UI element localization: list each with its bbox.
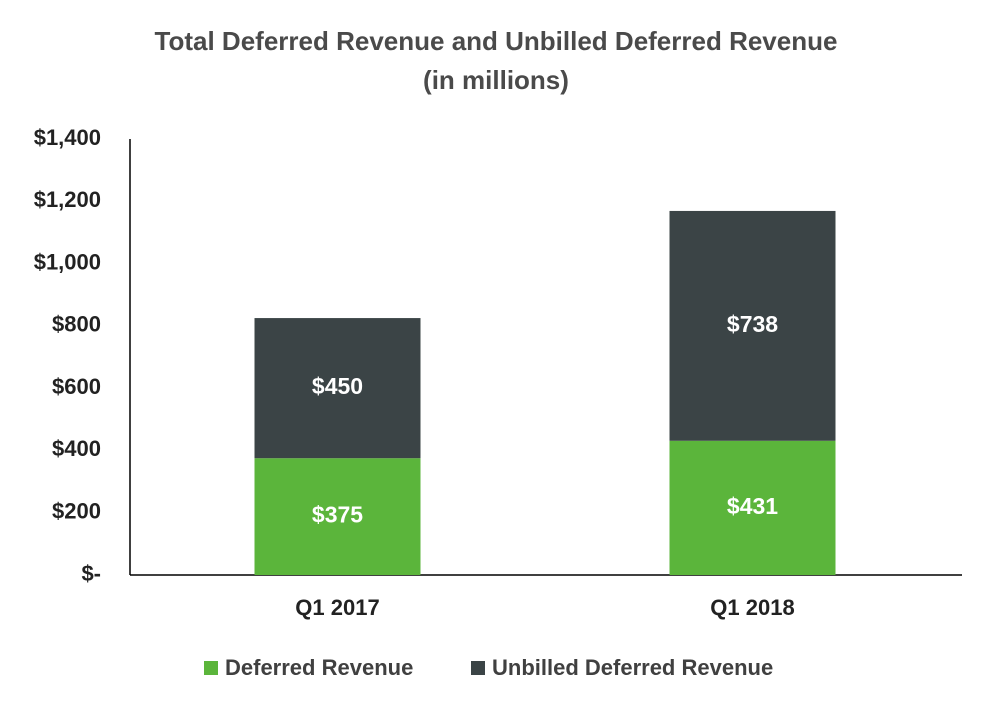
data-label: $738 <box>727 311 778 337</box>
y-tick-label: $1,000 <box>34 249 101 274</box>
bar-segment <box>669 210 836 441</box>
x-tick-label: Q1 2018 <box>710 595 794 620</box>
legend-label: Deferred Revenue <box>225 655 413 680</box>
chart-title: Total Deferred Revenue and Unbilled Defe… <box>155 26 838 56</box>
data-label: $431 <box>727 493 778 519</box>
bar-segment <box>254 458 421 575</box>
y-tick-label: $600 <box>52 374 101 399</box>
y-tick-label: $400 <box>52 436 101 461</box>
chart-subtitle: (in millions) <box>423 65 569 95</box>
bar-segment <box>669 440 836 575</box>
legend-label: Unbilled Deferred Revenue <box>492 655 773 680</box>
data-label: $450 <box>312 373 363 399</box>
x-tick-label: Q1 2017 <box>295 595 379 620</box>
legend-swatch <box>471 661 485 675</box>
y-tick-label: $- <box>81 561 101 586</box>
legend-swatch <box>204 661 218 675</box>
y-tick-label: $1,200 <box>34 187 101 212</box>
y-tick-label: $1,400 <box>34 125 101 150</box>
y-tick-label: $800 <box>52 312 101 337</box>
y-tick-label: $200 <box>52 499 101 524</box>
data-label: $375 <box>312 502 363 528</box>
bar-segment <box>254 318 421 459</box>
